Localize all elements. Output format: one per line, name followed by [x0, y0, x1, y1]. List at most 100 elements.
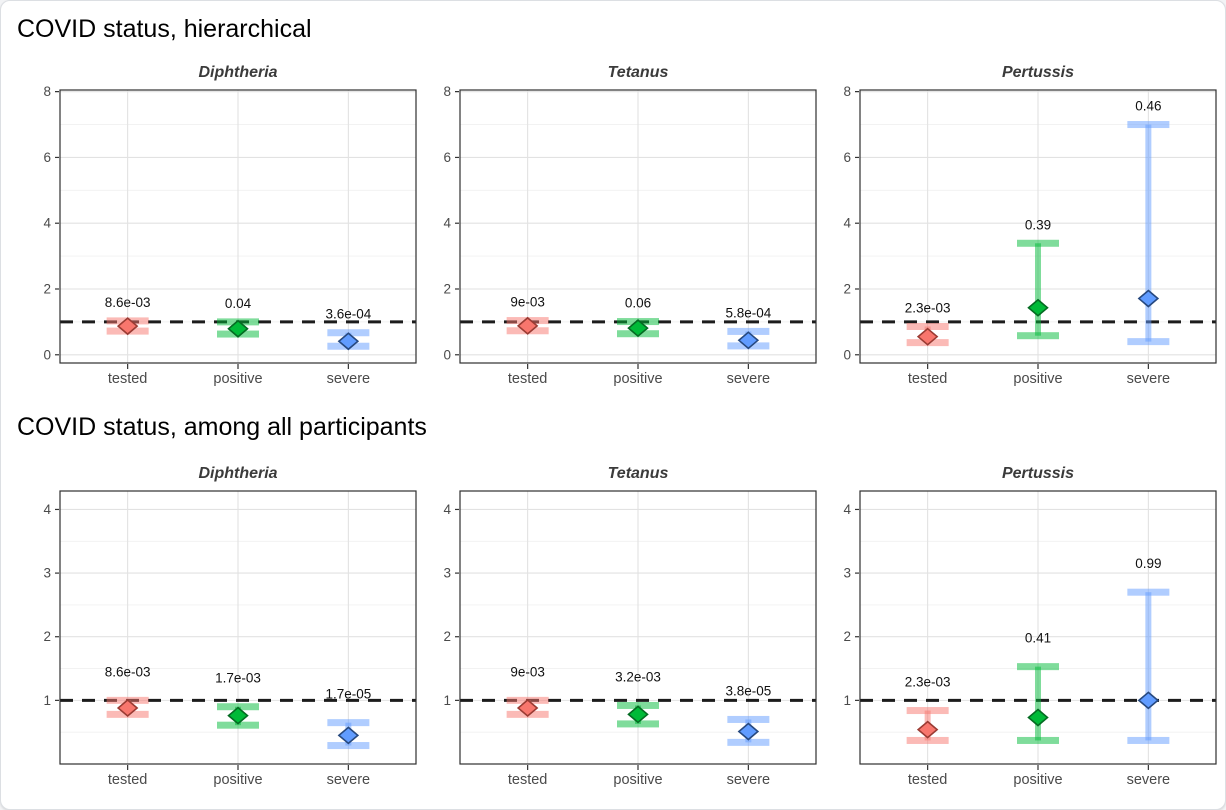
p-value-label: 0.39 — [1025, 217, 1051, 232]
diamond-marker — [916, 720, 939, 739]
x-tick-label: positive — [1013, 772, 1062, 788]
y-axis: 0 2 4 6 8 — [443, 84, 459, 362]
x-axis: tested positive severe — [108, 364, 370, 387]
y-tick-label: 8 — [43, 84, 51, 99]
y-tick-label: 4 — [43, 216, 51, 231]
pointrange-severe: 0.99 — [1127, 556, 1170, 744]
panel-title-pertussis-all: Pertussis — [1001, 465, 1075, 482]
y-tick-label: 4 — [443, 502, 451, 517]
x-axis: tested positive severe — [508, 765, 770, 788]
panel-border — [459, 89, 817, 364]
pointrange-severe: 3.8e-05 — [725, 683, 771, 746]
pointrange-positive: 0.41 — [1017, 631, 1059, 744]
y-tick-label: 8 — [443, 84, 451, 99]
section-title-hierarchical: COVID status, hierarchical — [17, 15, 312, 43]
p-value-label: 0.04 — [225, 296, 252, 311]
pointrange-tested: 9e-03 — [506, 295, 549, 335]
y-tick-label: 1 — [443, 693, 451, 708]
diamond-marker — [227, 706, 249, 725]
pointrange-severe: 1.7e-05 — [325, 687, 371, 750]
x-tick-label: tested — [108, 772, 148, 788]
diamond-marker — [627, 705, 649, 724]
section-title-all-participants: COVID status, among all participants — [17, 413, 427, 441]
p-value-label: 3.2e-03 — [615, 669, 661, 684]
x-tick-label: tested — [908, 772, 948, 788]
pointrange-chart: 1 2 3 4 tested positive severe 8.6e-03 1.7e-03 1.… — [43, 490, 417, 788]
error-bar — [1017, 663, 1059, 744]
y-tick-label: 1 — [43, 693, 51, 708]
pointrange-chart: 1 2 3 4 tested positive severe 9e-03 3.2e-03 3.8e… — [443, 490, 817, 788]
pointrange-positive: 3.2e-03 — [615, 669, 661, 728]
x-tick-label: tested — [508, 371, 548, 387]
diamond-marker — [737, 722, 760, 741]
x-tick-label: tested — [908, 371, 948, 387]
p-value-label: 3.6e-04 — [325, 307, 371, 322]
x-axis: tested positive severe — [508, 364, 770, 387]
y-tick-label: 0 — [443, 347, 451, 362]
x-tick-label: positive — [613, 371, 662, 387]
p-value-label: 2.3e-03 — [905, 675, 951, 690]
panel-border — [59, 89, 417, 364]
y-tick-label: 2 — [443, 281, 451, 296]
plot-tetanus-hierarchical: 0 2 4 6 8 tested positive severe 9e-03 0.06 5.8e-0… — [426, 84, 820, 389]
x-axis: tested positive severe — [908, 364, 1170, 387]
y-tick-label: 2 — [43, 629, 51, 644]
panel-border — [859, 490, 1217, 765]
diamond-marker — [1137, 289, 1160, 308]
x-tick-label: positive — [1013, 371, 1062, 387]
panel-border — [459, 490, 817, 765]
y-tick-label: 4 — [43, 502, 51, 517]
y-tick-label: 0 — [843, 347, 851, 362]
p-value-label: 9e-03 — [510, 295, 545, 310]
y-tick-label: 1 — [843, 693, 851, 708]
x-tick-label: tested — [108, 371, 148, 387]
y-tick-label: 3 — [843, 566, 851, 581]
diamond-marker — [337, 726, 360, 745]
x-tick-label: positive — [213, 371, 262, 387]
diamond-marker — [1137, 691, 1160, 710]
x-tick-label: severe — [727, 772, 771, 788]
p-value-label: 1.7e-05 — [325, 687, 371, 702]
y-tick-label: 3 — [443, 566, 451, 581]
pointrange-chart: 0 2 4 6 8 tested positive severe 8.6e-03 0.04 3.6e… — [43, 84, 417, 387]
diamond-marker — [116, 698, 139, 718]
y-axis: 0 2 4 6 8 — [43, 84, 59, 362]
y-axis: 1 2 3 4 — [843, 502, 859, 708]
panel-border — [59, 490, 417, 765]
error-bar — [1127, 588, 1170, 744]
p-value-label: 1.7e-03 — [215, 671, 261, 686]
diamond-marker — [116, 317, 139, 336]
x-tick-label: tested — [508, 772, 548, 788]
y-tick-label: 4 — [843, 216, 851, 231]
y-axis: 1 2 3 4 — [43, 502, 59, 708]
pointrange-severe: 0.46 — [1127, 99, 1170, 346]
pointrange-positive: 0.04 — [217, 296, 259, 338]
y-tick-label: 4 — [443, 216, 451, 231]
plot-pertussis-all: 1 2 3 4 tested positive severe 2.3e-03 0.41 0.99 — [826, 489, 1220, 790]
x-tick-label: severe — [1127, 371, 1171, 387]
x-tick-label: severe — [327, 772, 371, 788]
pointrange-tested: 8.6e-03 — [105, 295, 151, 336]
p-value-label: 2.3e-03 — [905, 300, 951, 315]
error-bar — [1127, 121, 1170, 346]
y-tick-label: 0 — [43, 347, 51, 362]
panel-title-diphtheria-all: Diphtheria — [198, 465, 278, 482]
y-tick-label: 6 — [443, 150, 451, 165]
panel-title-tetanus-all: Tetanus — [607, 465, 669, 482]
pointrange-positive: 1.7e-03 — [215, 671, 261, 729]
p-value-label: 0.41 — [1025, 631, 1051, 646]
y-tick-label: 6 — [843, 150, 851, 165]
diamond-marker — [337, 332, 360, 351]
plot-tetanus-all: 1 2 3 4 tested positive severe 9e-03 3.2e-03 3.8e… — [426, 489, 820, 790]
diamond-marker — [1027, 298, 1049, 317]
panel-title-diphtheria-hierarchical: Diphtheria — [198, 64, 278, 81]
diamond-marker — [737, 331, 760, 350]
diamond-marker — [916, 327, 939, 346]
y-tick-label: 6 — [43, 150, 51, 165]
x-tick-label: severe — [327, 371, 371, 387]
diamond-marker — [627, 319, 649, 338]
x-tick-label: positive — [613, 772, 662, 788]
diamond-marker — [516, 316, 539, 335]
p-value-label: 0.06 — [625, 296, 651, 311]
